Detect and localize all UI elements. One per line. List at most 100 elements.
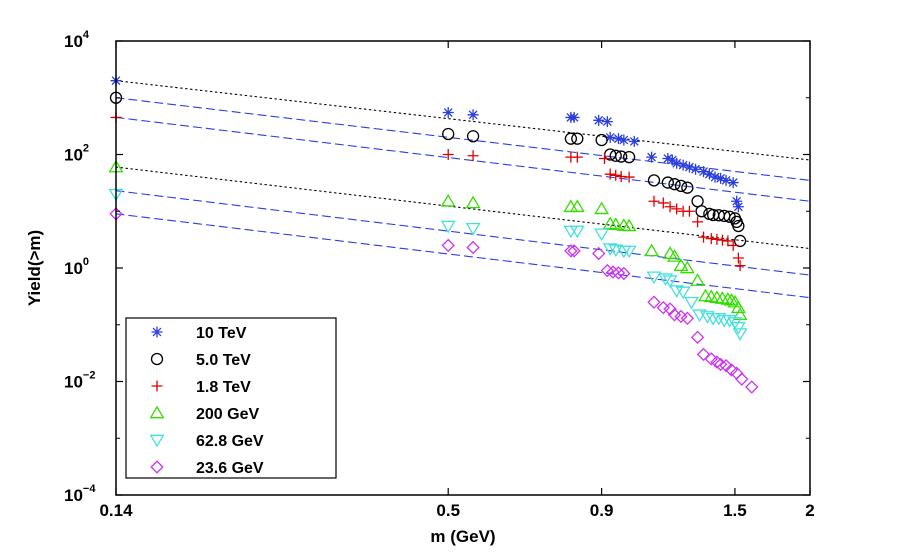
x-tick-label: 0.14 xyxy=(99,501,133,520)
data-point xyxy=(695,205,708,218)
data-point xyxy=(715,172,727,184)
data-point xyxy=(731,195,743,207)
data-point xyxy=(612,133,624,145)
data-point xyxy=(594,201,610,215)
data-point xyxy=(465,223,481,236)
data-point xyxy=(467,109,479,121)
data-point xyxy=(711,233,723,245)
data-markers xyxy=(108,75,759,394)
data-point xyxy=(646,151,658,163)
data-point xyxy=(690,273,706,286)
data-point xyxy=(732,219,745,233)
fit-line-4 xyxy=(115,166,811,250)
data-point xyxy=(745,380,759,394)
data-point xyxy=(604,168,616,180)
y-tick-label: 10−2 xyxy=(64,370,95,392)
data-point xyxy=(690,163,702,175)
data-point xyxy=(709,171,721,183)
legend-marker xyxy=(150,460,164,474)
data-point xyxy=(667,249,682,262)
data-point xyxy=(671,203,683,215)
data-point xyxy=(657,197,669,209)
data-point xyxy=(615,150,628,163)
data-point xyxy=(606,265,620,279)
data-point xyxy=(648,195,660,207)
data-point xyxy=(698,231,710,243)
series-23-6-gev xyxy=(109,207,759,394)
data-point xyxy=(705,233,717,245)
data-point xyxy=(621,218,637,232)
fit-lines xyxy=(115,80,811,299)
data-point xyxy=(647,295,661,309)
data-point xyxy=(735,372,749,386)
data-point xyxy=(722,235,734,247)
data-point xyxy=(716,234,728,246)
data-point xyxy=(663,302,677,316)
data-point xyxy=(710,355,724,369)
data-point xyxy=(621,245,637,259)
data-point xyxy=(661,176,674,189)
legend-marker xyxy=(149,405,165,419)
fit-line-6 xyxy=(115,213,811,299)
y-tick-label: 10−4 xyxy=(64,483,96,505)
legend-label: 1.8 TeV xyxy=(196,379,251,396)
data-point xyxy=(696,347,711,362)
data-point xyxy=(734,260,746,272)
data-point xyxy=(711,312,727,326)
data-point xyxy=(720,292,736,305)
data-point xyxy=(441,238,455,253)
series-1-8-tev xyxy=(110,111,746,272)
data-point xyxy=(732,201,744,213)
data-point xyxy=(723,292,739,306)
data-point xyxy=(692,216,704,228)
data-point xyxy=(623,171,635,183)
data-point xyxy=(668,178,681,191)
data-point xyxy=(569,199,585,213)
y-tick-label: 102 xyxy=(64,143,89,165)
fit-line-3 xyxy=(115,116,811,202)
x-tick-label: 1.5 xyxy=(723,501,747,520)
data-point xyxy=(644,243,660,257)
data-point xyxy=(683,161,695,173)
data-point xyxy=(571,132,584,145)
data-point xyxy=(569,225,585,239)
data-point xyxy=(722,314,738,328)
x-tick-label: 2 xyxy=(805,501,814,520)
data-point xyxy=(683,205,695,217)
data-point xyxy=(609,149,622,162)
data-point xyxy=(610,169,622,181)
data-point xyxy=(662,275,678,288)
data-point xyxy=(466,240,480,255)
data-point xyxy=(704,352,718,366)
legend-label: 10 TeV xyxy=(196,325,247,342)
data-point xyxy=(666,154,678,166)
y-tick-label: 104 xyxy=(64,29,90,51)
data-point xyxy=(699,311,715,324)
fit-line-5 xyxy=(115,190,811,276)
data-point xyxy=(674,179,688,193)
data-point xyxy=(466,130,480,143)
data-point xyxy=(595,133,608,147)
data-point xyxy=(465,195,481,209)
x-tick-label: 0.9 xyxy=(590,501,614,520)
data-point xyxy=(732,252,744,264)
data-point xyxy=(698,166,710,178)
data-point xyxy=(622,150,636,164)
data-point xyxy=(593,114,605,126)
series-62-8-gev xyxy=(108,188,748,341)
legend-marker xyxy=(151,326,163,338)
data-point xyxy=(467,150,479,162)
data-point xyxy=(594,228,610,242)
data-point xyxy=(440,193,456,207)
data-point xyxy=(673,258,689,271)
data-point xyxy=(684,296,699,310)
data-point xyxy=(681,181,694,194)
data-point xyxy=(647,174,661,187)
data-point xyxy=(733,234,747,248)
y-tick-label: 100 xyxy=(64,256,89,278)
legend-marker xyxy=(149,434,165,448)
data-point xyxy=(608,244,624,258)
y-axis-label: Yield(>m) xyxy=(25,230,44,306)
data-point xyxy=(658,273,674,286)
